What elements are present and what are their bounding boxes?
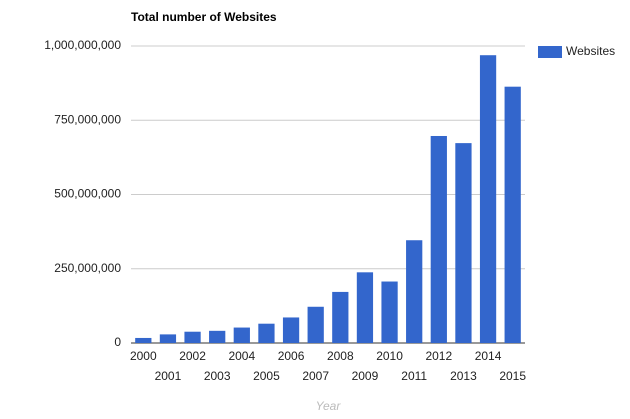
y-tick-label: 500,000,000	[54, 187, 121, 201]
x-tick-label: 2013	[450, 369, 477, 383]
bar	[504, 86, 521, 344]
bar	[258, 323, 275, 343]
bar	[307, 306, 324, 343]
x-tick-label: 2000	[130, 349, 157, 363]
bar	[479, 55, 497, 343]
x-tick-label: 2010	[376, 349, 403, 363]
bar	[356, 272, 374, 343]
bar	[332, 291, 349, 343]
x-tick-label: 2003	[204, 369, 231, 383]
bar	[406, 240, 423, 343]
x-tick-label: 2015	[499, 369, 526, 383]
bar	[233, 327, 250, 343]
x-tick-label: 2004	[228, 349, 255, 363]
x-axis-title: Year	[316, 399, 342, 413]
bar	[184, 331, 201, 343]
x-tick-label: 2011	[401, 369, 427, 383]
x-tick-label: 2012	[425, 349, 452, 363]
x-tick-label: 2014	[475, 349, 502, 363]
y-tick-label: 0	[114, 335, 121, 349]
x-tick-label: 2007	[302, 369, 329, 383]
y-tick-label: 1,000,000,000	[44, 38, 121, 52]
bar	[455, 143, 472, 343]
bar	[135, 337, 152, 343]
x-tick-label: 2009	[352, 369, 379, 383]
bar	[282, 317, 300, 343]
x-tick-label: 2008	[327, 349, 354, 363]
bar	[159, 334, 177, 343]
y-tick-label: 750,000,000	[54, 112, 121, 126]
legend-swatch	[538, 46, 562, 58]
x-tick-label: 2001	[155, 369, 182, 383]
bar	[430, 135, 447, 343]
x-tick-label: 2005	[253, 369, 280, 383]
y-tick-label: 250,000,000	[54, 261, 121, 275]
chart-title: Total number of Websites	[131, 10, 277, 24]
x-tick-label: 2006	[278, 349, 305, 363]
bar	[209, 330, 226, 343]
bar	[381, 281, 398, 343]
legend-label: Websites	[566, 44, 615, 58]
x-tick-label: 2002	[179, 349, 206, 363]
